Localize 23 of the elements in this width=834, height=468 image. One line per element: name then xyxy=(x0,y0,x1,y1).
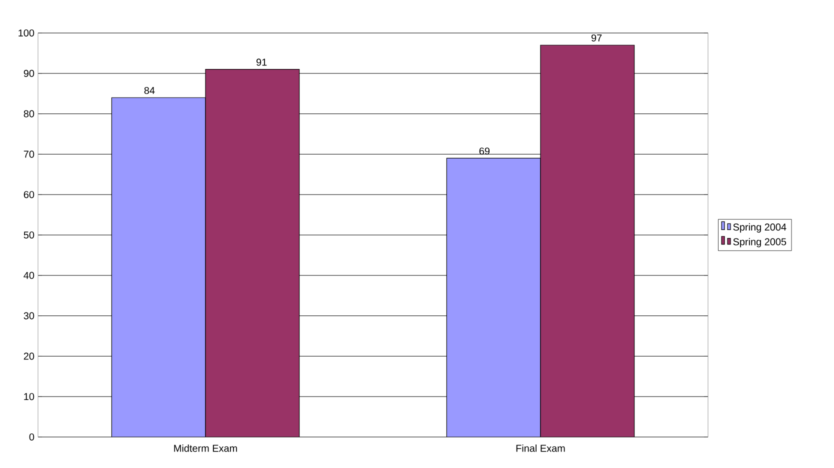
y-tick-label: 90 xyxy=(24,70,34,77)
y-tick-label: 0 xyxy=(29,433,34,441)
y-tick-label: 100 xyxy=(18,29,34,37)
bar xyxy=(540,44,635,437)
y-tick-label: 60 xyxy=(24,191,34,198)
legend-label: Spring 2005 xyxy=(733,238,786,248)
data-label: 84 xyxy=(144,86,155,94)
x-tick-label: Final Exam xyxy=(516,444,565,452)
bar xyxy=(446,158,541,437)
y-tick-label: 40 xyxy=(24,272,34,279)
y-tick-label: 70 xyxy=(24,150,34,158)
x-tick-label: Midterm Exam xyxy=(174,444,237,452)
data-label: 91 xyxy=(256,58,267,66)
data-label: 97 xyxy=(591,34,602,42)
y-tick-label: 80 xyxy=(24,110,34,118)
y-tick-label: 30 xyxy=(24,312,34,320)
y-tick-label: 50 xyxy=(24,231,34,239)
data-label: 69 xyxy=(479,148,490,155)
y-tick-label: 10 xyxy=(24,393,34,400)
bar xyxy=(111,97,206,437)
legend-label: Spring 2004 xyxy=(733,223,786,233)
y-tick-label: 20 xyxy=(24,352,34,360)
bar xyxy=(205,69,300,437)
